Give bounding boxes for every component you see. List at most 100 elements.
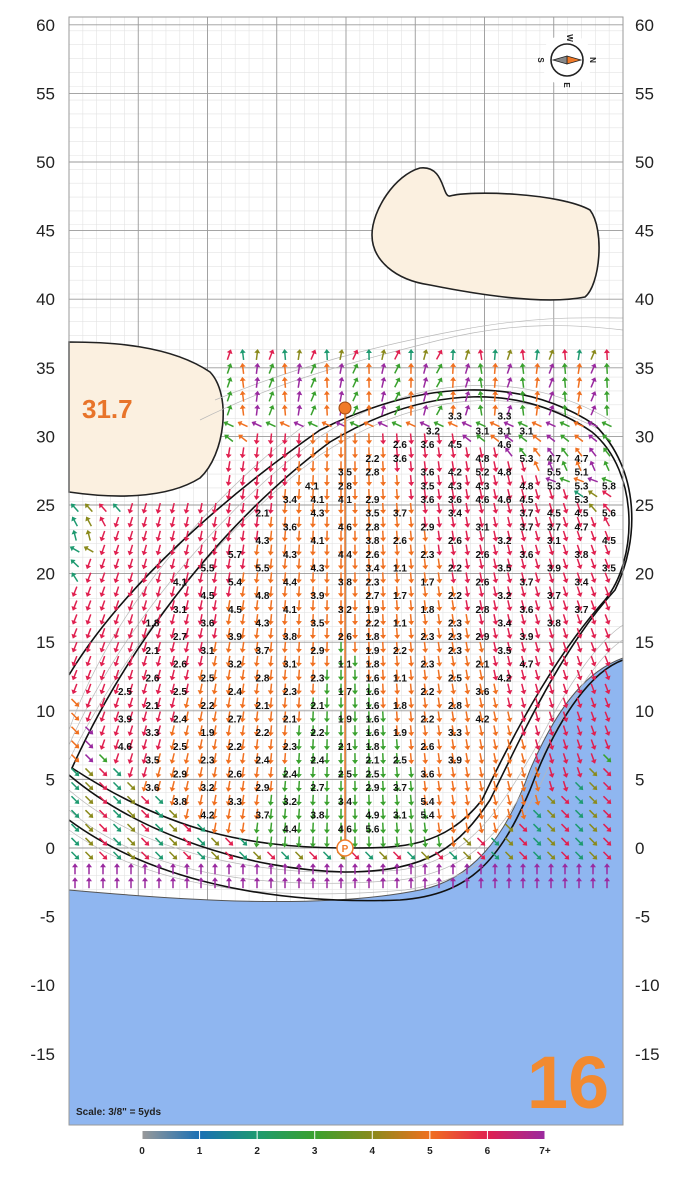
slope-arrow [127,516,134,528]
slope-arrow [518,837,528,846]
slope-arrow [98,503,107,513]
slope-arrow [253,836,260,848]
slope-arrow [548,544,555,556]
slope-arrow [548,697,555,709]
slope-arrow [352,586,359,598]
slope-arrow [436,530,443,542]
slope-arrow [267,753,274,765]
slope-arrow [492,863,498,875]
y-tick-right: 5 [635,770,644,789]
slope-arrow [169,641,176,653]
slope-arrow [323,586,330,598]
slope-arrow [562,544,569,556]
slope-arrow [366,780,373,792]
slope-arrow [506,488,513,500]
slope-value: 4.5 [575,509,589,520]
slope-arrow [408,794,415,806]
slope-arrow [492,655,499,667]
slope-value: 2.9 [173,769,187,780]
slope-arrow [604,530,611,542]
slope-arrow [408,753,415,765]
slope-arrow [603,447,611,457]
slope-arrow [323,461,330,473]
slope-arrow [352,391,359,402]
compass-letter-e: E [562,82,571,88]
slope-arrow [576,725,583,736]
slope-arrow [548,877,554,889]
slope-arrow [154,851,164,860]
slope-arrow [86,863,92,875]
slope-arrow [462,434,472,443]
slope-arrow [492,877,498,889]
slope-arrow [253,697,260,709]
slope-arrow [352,822,359,834]
slope-arrow [70,559,80,568]
slope-arrow [380,683,387,695]
slope-arrow [534,530,541,542]
slope-arrow [267,530,274,542]
slope-arrow [506,363,513,374]
slope-arrow [366,753,373,765]
slope-arrow [380,641,387,653]
slope-arrow [212,877,218,889]
slope-arrow [253,502,260,514]
slope-arrow [155,544,162,556]
slope-arrow [492,641,499,653]
slope-arrow [548,516,555,528]
slope-arrow [490,851,500,860]
slope-arrow [506,877,512,889]
slope-arrow [267,433,274,445]
slope-value: 2.1 [146,701,160,712]
slope-arrow [196,823,206,832]
slope-arrow [126,837,136,846]
slope-value: 4.2 [498,673,512,684]
slope-arrow [366,766,373,778]
slope-arrow [534,627,541,639]
slope-arrow [576,739,583,750]
pin-icon [338,401,352,415]
slope-value: 5.8 [602,481,616,492]
y-tick-left: -5 [40,908,55,927]
slope-arrow [127,572,134,584]
slope-arrow [489,420,500,428]
slope-arrow [254,863,260,875]
slope-arrow [112,851,122,860]
slope-arrow [562,655,569,667]
slope-arrow [590,405,597,416]
slope-arrow [281,461,288,473]
slope-arrow [408,544,415,556]
slope-legend: 0 1 2 3 4 5 6 7+ [139,1131,551,1157]
slope-value: 3.5 [602,564,616,575]
slope-arrow [352,349,359,360]
slope-arrow [380,669,387,681]
slope-arrow [561,376,568,388]
slope-arrow [603,404,610,416]
slope-arrow [436,711,443,723]
slope-arrow [210,837,220,846]
slope-arrow [574,781,584,791]
slope-arrow [603,376,610,388]
legend-label: 6 [485,1146,491,1157]
slope-arrow [211,655,218,667]
slope-arrow [366,586,373,598]
slope-arrow [254,376,261,388]
slope-arrow [309,502,316,514]
slope-arrow [253,488,260,500]
slope-arrow [576,376,583,388]
slope-arrow [323,600,330,612]
slope-arrow [70,809,80,818]
slope-arrow [169,780,176,792]
slope-arrow [464,390,471,402]
slope-arrow [352,461,359,473]
slope-arrow [546,809,556,818]
slope-arrow [408,669,415,681]
slope-arrow [506,530,513,542]
slope-arrow [155,655,162,667]
slope-arrow [155,683,162,695]
slope-arrow [436,725,443,737]
slope-arrow [141,766,148,778]
slope-arrow [506,600,513,612]
slope-arrow [408,530,415,542]
slope-arrow [380,475,387,487]
slope-arrow [337,683,344,695]
